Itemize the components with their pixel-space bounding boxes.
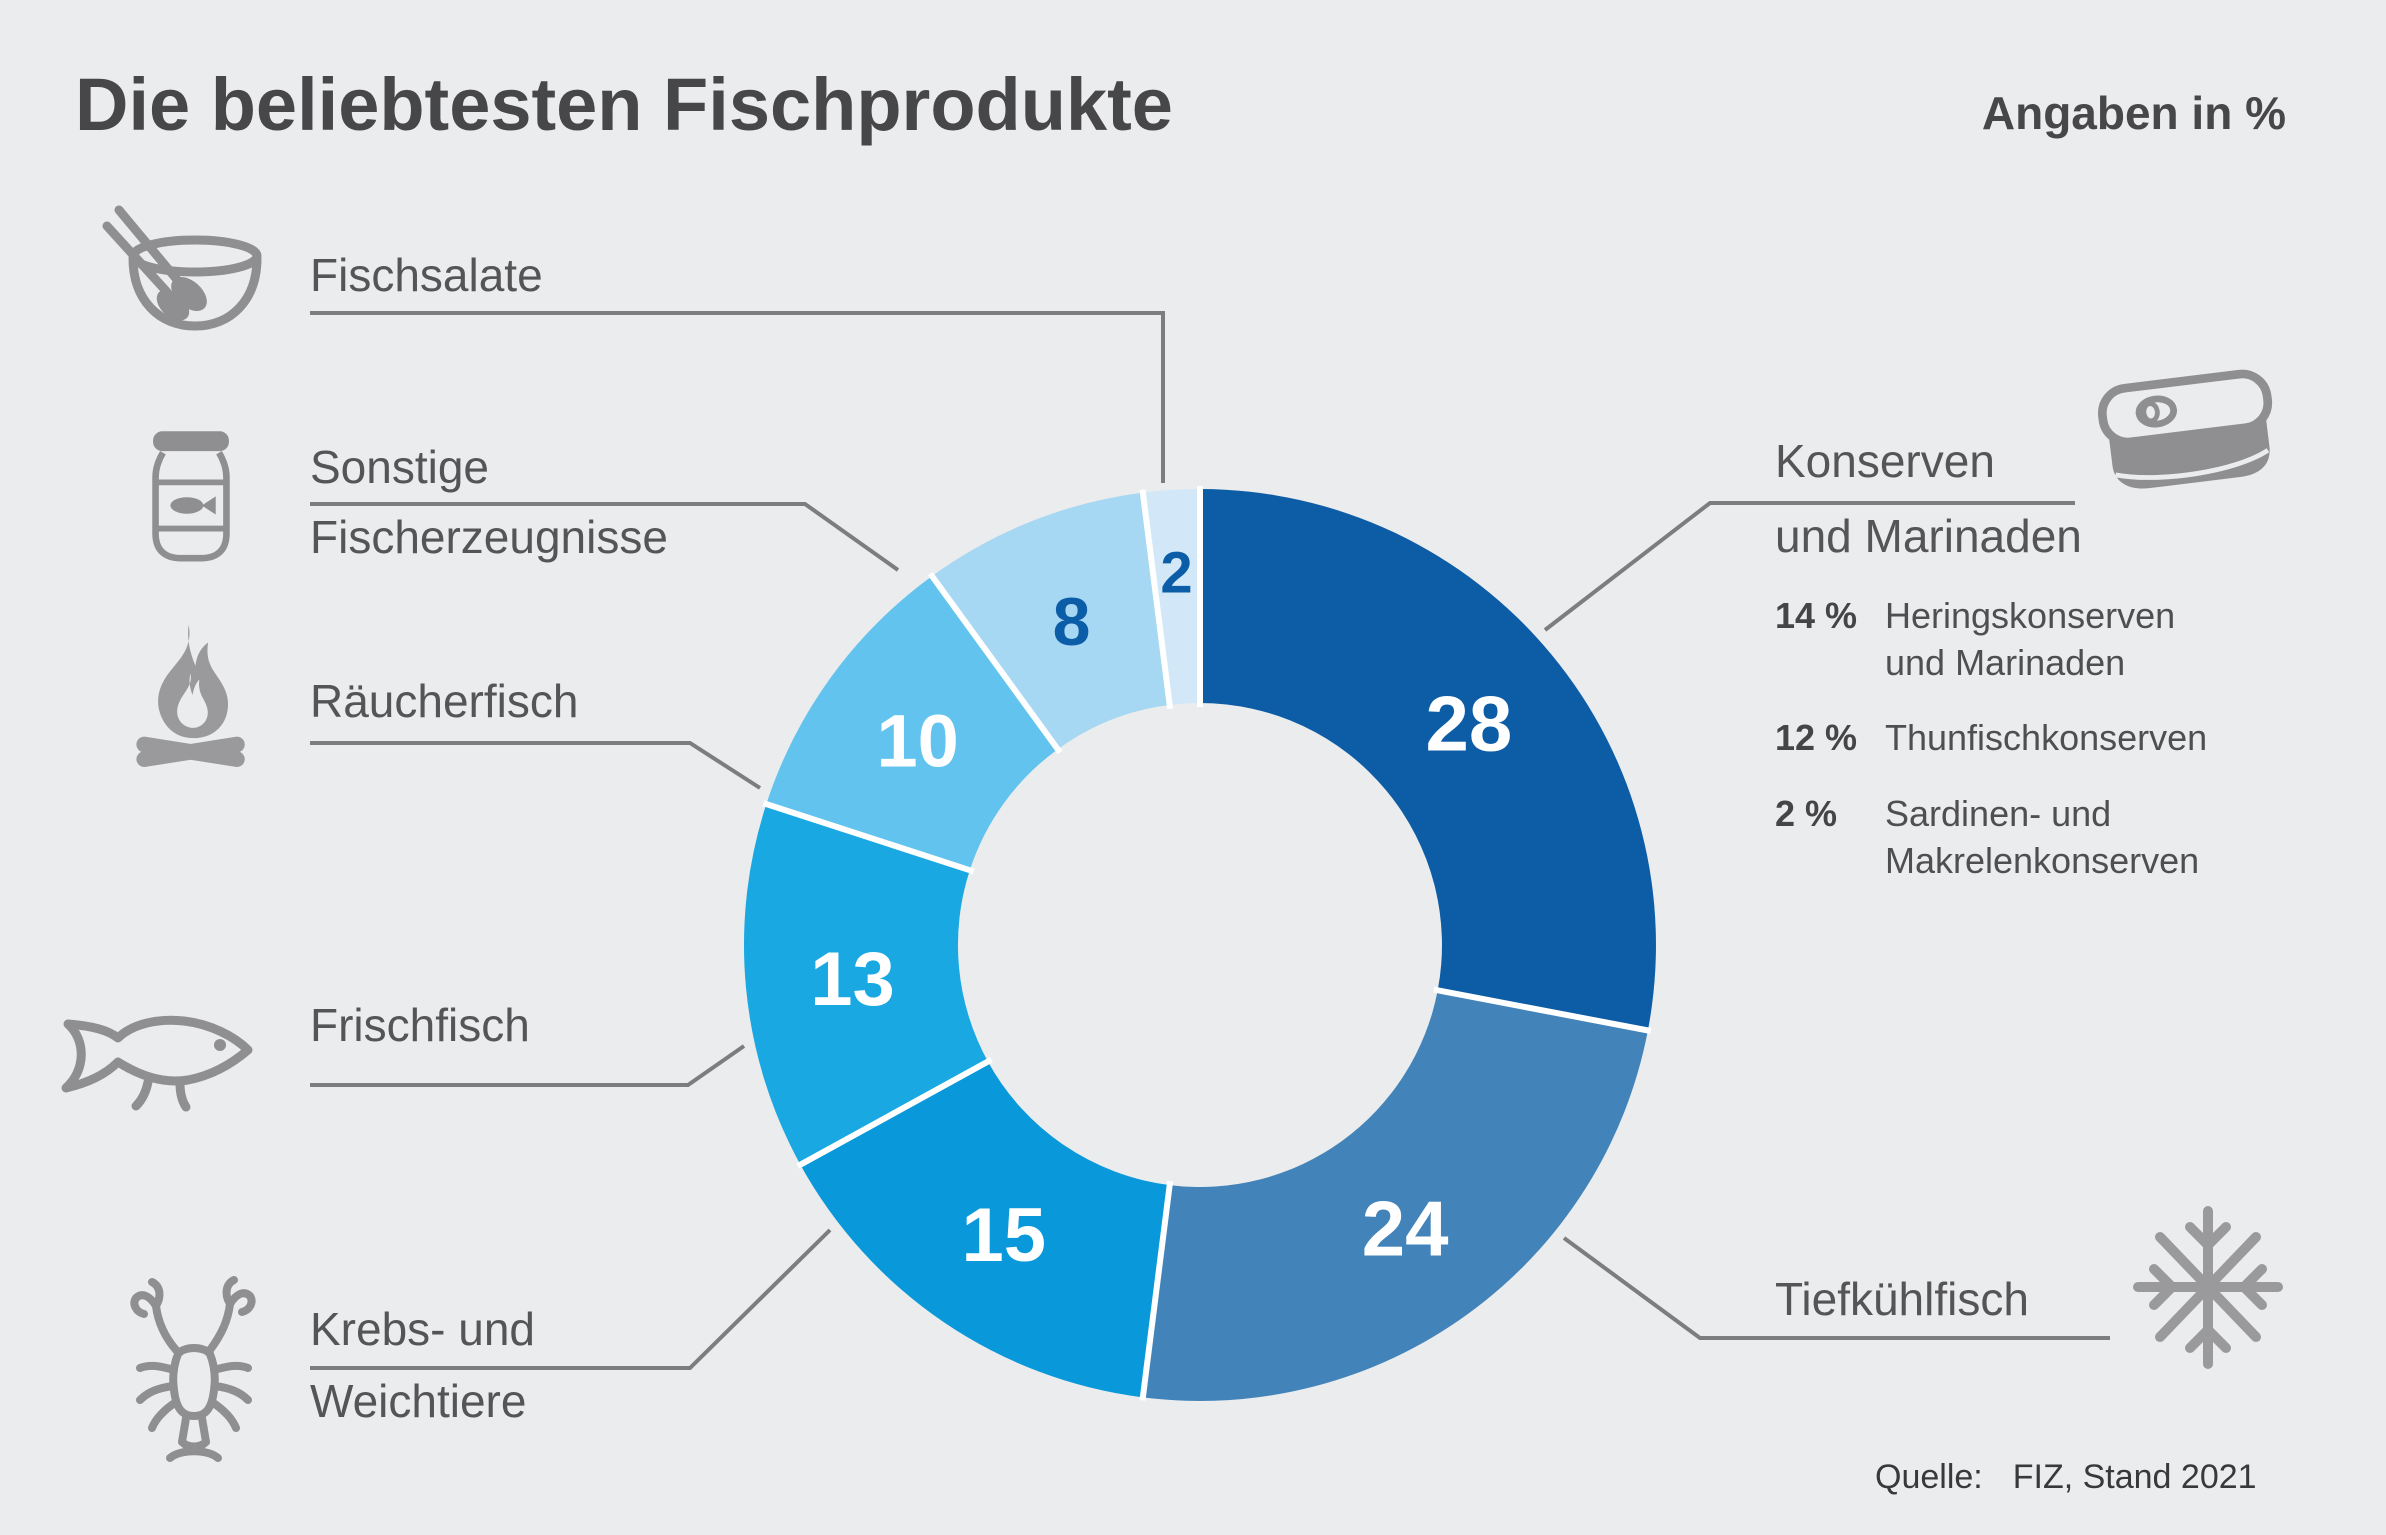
source-label: Quelle: [1875,1458,1983,1496]
donut-value-labels: 28 24 15 13 10 8 2 [810,541,1512,1278]
donut-value-label: 15 [962,1193,1047,1278]
segment-separator [796,1057,993,1169]
connector-frischfisch [310,1044,746,1087]
label-krebs-line1: Krebs- und [310,1303,536,1355]
donut-value-label: 28 [1426,680,1513,768]
connector-krebs [310,1228,832,1370]
donut-segments [743,488,1656,1401]
source-value: FIZ, Stand 2021 [2012,1458,2257,1496]
donut-segment-1 [1200,489,1656,1031]
crayfish-icon [130,1276,256,1462]
segment-separators [762,486,1652,1401]
page-title: Die beliebtesten Fischprodukte [75,63,1173,146]
connector-lines [310,311,2110,1370]
connector-fischsalate [310,311,1165,483]
snowflake-icon [2133,1206,2283,1369]
connector-konserven [1543,501,2075,632]
fish-icon [61,1015,253,1112]
breakdown-pct: 14 % [1775,595,1858,636]
donut-value-label: 13 [810,937,895,1022]
segment-separator [1139,489,1174,710]
unit-note: Angaben in % [1981,87,2286,139]
breakdown-text-line2: und Marinaden [1885,642,2126,683]
donut-value-label: 24 [1362,1184,1449,1272]
breakdown-text-line1: Sardinen- und [1885,793,2112,834]
label-tiefkuehlfisch: Tiefkühlfisch [1775,1273,2029,1325]
label-raeucherfisch: Räucherfisch [310,675,579,727]
campfire-icon [136,624,245,768]
label-sonstige-line2: Fischerzeugnisse [310,511,668,563]
connector-tiefkuehlfisch [1562,1236,2110,1340]
tin-can-icon [2097,369,2273,489]
segment-separator [927,571,1063,755]
salad-bowl-icon [102,205,262,331]
connector-raeucherfisch [310,741,762,790]
donut-segment-2 [1142,990,1648,1401]
label-sonstige-line1: Sonstige [310,441,490,493]
donut-segment-7 [1142,488,1200,705]
donut-segment-4 [743,804,988,1165]
donut-segment-3 [800,1061,1170,1398]
donut-value-label: 8 [1053,584,1091,660]
breakdown-pct: 2 % [1775,793,1838,834]
segment-separator [1433,986,1652,1034]
donut-value-label: 10 [877,700,959,783]
connector-sonstige [310,502,900,572]
breakdown-text-line2: Makrelenkonserven [1885,840,2200,881]
label-frischfisch: Frischfisch [310,999,530,1051]
label-krebs-line2: Weichtiere [310,1375,527,1427]
label-konserven-line1: Konserven [1775,435,1995,487]
label-konserven-line2: und Marinaden [1775,510,2082,562]
source-line: Quelle: FIZ, Stand 2021 [1875,1458,2257,1497]
breakdown-pct: 12 % [1775,717,1858,758]
donut-segment-6 [932,492,1170,750]
breakdown-text-line1: Thunfischkonserven [1885,717,2208,758]
label-fischsalate: Fischsalate [310,249,543,301]
segment-separator [762,800,975,875]
breakdown-text-line1: Heringskonserven [1885,595,2176,636]
segment-separator [1139,1180,1174,1401]
donut-value-label: 2 [1160,541,1192,606]
fish-jar-icon [152,431,230,562]
